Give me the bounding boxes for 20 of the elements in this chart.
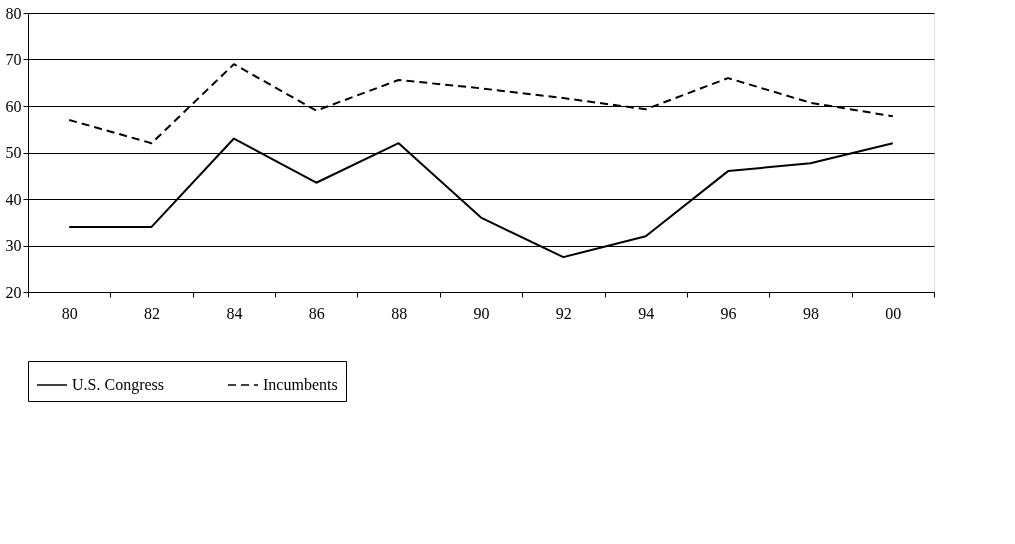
y-tick-label: 60 — [5, 97, 22, 115]
x-tick-label: 00 — [885, 304, 902, 322]
y-tick-label: 30 — [5, 237, 22, 254]
y-tick-label: 20 — [5, 283, 22, 301]
x-tick-label: 94 — [638, 304, 655, 322]
x-tick-label: 98 — [802, 304, 819, 322]
x-tick-label: 86 — [308, 304, 325, 322]
x-tick-label: 96 — [720, 304, 737, 322]
y-tick-label: 70 — [5, 51, 22, 68]
x-tick-label: 84 — [226, 304, 243, 322]
y-tick-label: 80 — [5, 4, 22, 22]
legend-label: Incumbents — [263, 376, 338, 393]
x-tick-label: 82 — [144, 304, 161, 322]
x-tick-label: 80 — [61, 304, 78, 322]
x-tick-label: 88 — [391, 304, 408, 322]
x-tick-label: 90 — [473, 304, 490, 322]
legend-label: U.S. Congress — [72, 376, 165, 394]
x-tick-label: 92 — [555, 304, 572, 322]
y-tick-label: 40 — [5, 190, 22, 208]
y-tick-label: 50 — [5, 144, 22, 161]
